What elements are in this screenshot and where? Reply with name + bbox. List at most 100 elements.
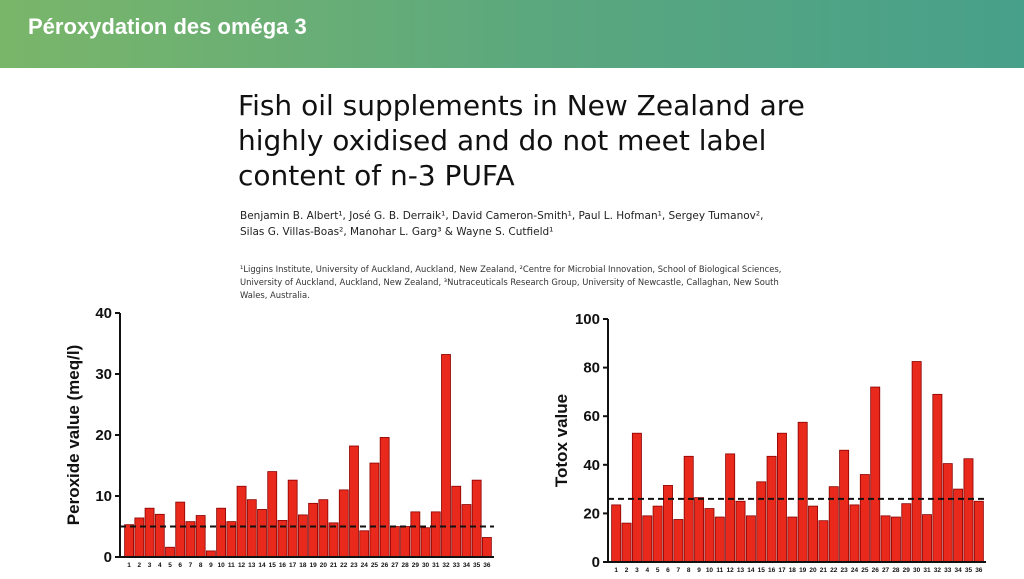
bar: [611, 504, 622, 563]
x-tick-label: 22: [830, 567, 838, 574]
x-tick-label: 33: [944, 567, 952, 574]
bar: [673, 519, 684, 563]
y-tick-label: 40: [95, 305, 112, 322]
bar: [642, 515, 653, 563]
x-tick-label: 6: [666, 567, 670, 574]
paper-title-line: Fish oil supplements in New Zealand are: [238, 89, 805, 122]
y-tick-label: 40: [583, 457, 600, 474]
bar: [797, 421, 808, 563]
bar: [777, 432, 787, 563]
x-tick-label: 29: [903, 567, 911, 574]
y-axis-label: Peroxide value (meq/l): [64, 345, 83, 525]
y-tick-label: 80: [583, 360, 600, 377]
bar: [631, 432, 642, 563]
x-tick-label: 12: [727, 567, 735, 574]
x-tick-label: 3: [148, 562, 152, 569]
bar: [859, 474, 870, 563]
x-tick-label: 20: [320, 562, 328, 569]
x-tick-label: 9: [697, 567, 701, 574]
bar: [808, 505, 818, 563]
x-tick-label: 29: [412, 562, 420, 569]
x-tick-label: 24: [361, 562, 369, 569]
x-tick-label: 11: [228, 562, 235, 569]
x-tick-label: 22: [340, 562, 348, 569]
author-line: Silas G. Villas-Boas², Manohar L. Garg³ …: [240, 226, 554, 238]
x-tick-label: 14: [258, 562, 266, 569]
y-tick-label: 10: [95, 488, 112, 505]
bar: [818, 520, 829, 563]
bar: [953, 488, 964, 563]
x-tick-label: 17: [289, 562, 297, 569]
x-tick-label: 34: [463, 562, 471, 569]
x-tick-label: 19: [799, 567, 807, 574]
bar: [849, 504, 860, 563]
x-tick-label: 25: [371, 562, 379, 569]
x-tick-label: 11: [716, 567, 723, 574]
x-tick-label: 27: [391, 562, 399, 569]
bar: [704, 508, 715, 563]
bar: [766, 455, 777, 563]
bar: [745, 515, 756, 563]
x-tick-label: 27: [882, 567, 890, 574]
x-tick-label: 26: [381, 562, 389, 569]
x-tick-label: 13: [737, 567, 745, 574]
bar: [870, 386, 881, 563]
affiliations: ¹Liggins Institute, University of Auckla…: [240, 263, 800, 302]
bar: [942, 463, 953, 563]
author-list: Benjamin B. Albert¹, José G. B. Derraik¹…: [240, 208, 800, 240]
bar: [621, 522, 632, 563]
x-tick-label: 18: [299, 562, 307, 569]
x-tick-label: 35: [965, 567, 973, 574]
bar: [714, 516, 725, 563]
x-tick-label: 5: [656, 567, 660, 574]
x-tick-label: 21: [330, 562, 338, 569]
bar: [735, 500, 746, 563]
title-banner: Péroxydation des oméga 3: [0, 0, 1024, 68]
x-tick-label: 23: [350, 562, 358, 569]
y-tick-label: 20: [583, 505, 600, 522]
affiliation-line: University of Auckland, Auckland, New Ze…: [240, 277, 779, 287]
x-tick-label: 26: [872, 567, 880, 574]
x-tick-label: 6: [178, 562, 182, 569]
bar: [973, 500, 984, 563]
x-tick-label: 23: [841, 567, 849, 574]
x-tick-label: 1: [614, 567, 618, 574]
y-axis-label: Totox value: [552, 394, 571, 487]
x-tick-label: 31: [432, 562, 440, 569]
x-tick-label: 18: [789, 567, 797, 574]
x-tick-label: 28: [401, 562, 409, 569]
bar: [839, 449, 850, 563]
affiliation-line: ¹Liggins Institute, University of Auckla…: [240, 264, 782, 274]
bar: [890, 516, 901, 563]
x-tick-label: 34: [954, 567, 962, 574]
x-tick-label: 36: [483, 562, 491, 569]
y-tick-label: 100: [575, 311, 600, 328]
bar: [756, 481, 767, 563]
y-tick-label: 0: [104, 549, 112, 566]
x-tick-label: 32: [934, 567, 942, 574]
paper-title: Fish oil supplements in New Zealand are …: [238, 88, 805, 193]
x-tick-label: 13: [248, 562, 256, 569]
bar: [911, 361, 922, 563]
x-tick-label: 8: [199, 562, 203, 569]
bar: [683, 455, 694, 563]
bar: [880, 515, 891, 563]
x-tick-label: 16: [279, 562, 287, 569]
x-tick-label: 2: [138, 562, 142, 569]
bar: [725, 453, 736, 563]
x-tick-label: 16: [768, 567, 776, 574]
bar: [663, 485, 673, 563]
paper-title-line: content of n-3 PUFA: [238, 159, 515, 192]
x-tick-label: 3: [635, 567, 639, 574]
y-tick-label: 60: [583, 408, 600, 425]
x-tick-label: 25: [861, 567, 869, 574]
slide-title: Péroxydation des oméga 3: [28, 14, 307, 39]
x-tick-label: 36: [975, 567, 983, 574]
x-tick-label: 15: [758, 567, 766, 574]
x-tick-label: 24: [851, 567, 859, 574]
x-tick-label: 17: [778, 567, 786, 574]
x-tick-label: 31: [923, 567, 931, 574]
bar: [787, 516, 798, 563]
x-tick-label: 20: [809, 567, 817, 574]
x-tick-label: 28: [892, 567, 900, 574]
